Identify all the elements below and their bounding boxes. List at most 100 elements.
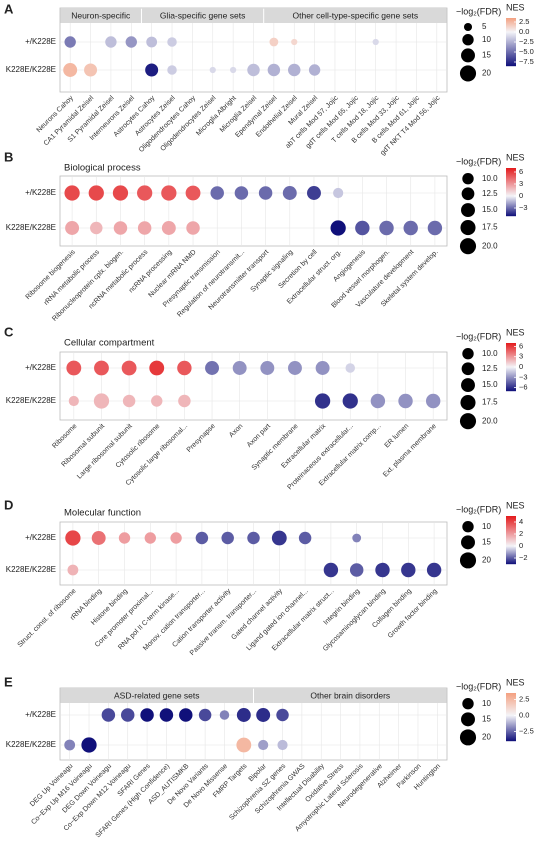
colorbar-segment (506, 518, 516, 520)
colorbar-segment (506, 181, 516, 183)
colorbar-segment (506, 731, 516, 733)
colorbar-segment (506, 551, 516, 553)
colorbar-label: −6 (519, 383, 528, 392)
size-legend-label: 15 (482, 51, 491, 60)
colorbar-segment (506, 696, 516, 698)
colorbar-segment (506, 361, 516, 363)
colorbar-segment (506, 520, 516, 522)
size-legend-label: 10 (482, 522, 491, 531)
colorbar-segment (506, 172, 516, 174)
colorbar-segment (506, 346, 516, 348)
colorbar-segment (506, 709, 516, 711)
colorbar-segment (506, 42, 516, 44)
panel-label: E (4, 674, 13, 689)
colorbar-segment (506, 694, 516, 696)
colorbar-segment (506, 721, 516, 723)
group-label: ASD-related gene sets (114, 690, 200, 700)
colorbar-segment (506, 347, 516, 349)
colorbar-segment (506, 359, 516, 361)
size-legend-dot (461, 48, 475, 63)
colorbar-segment (506, 189, 516, 191)
size-legend-label: 10.0 (482, 174, 498, 183)
colorbar-segment (506, 738, 516, 740)
x-tick-label: Presynapse (186, 423, 217, 454)
colorbar-segment (506, 693, 516, 695)
colorbar-segment (506, 45, 516, 47)
size-legend-dot (459, 413, 477, 430)
colorbar-segment (506, 208, 516, 210)
colorbar-segment (506, 538, 516, 540)
colorbar-segment (506, 699, 516, 701)
dot (221, 531, 234, 545)
colorbar-segment (506, 531, 516, 533)
colorbar-segment (506, 362, 516, 364)
x-tick-label: Nuclear mRNA NMD (147, 249, 197, 299)
colorbar-segment (506, 353, 516, 355)
size-legend-label: 20 (482, 555, 491, 564)
colorbar-segment (506, 213, 516, 215)
size-legend-label: 20 (482, 732, 491, 741)
colorbar-segment (506, 695, 516, 697)
colorbar-segment (506, 710, 516, 712)
dot (314, 393, 331, 409)
x-tick-label: Gated channel activity (230, 587, 284, 641)
colorbar-segment (506, 343, 516, 345)
colorbar-segment (506, 562, 516, 564)
colorbar-label: 2.5 (519, 17, 529, 26)
colorbar-segment (506, 381, 516, 383)
plot-area (59, 351, 448, 421)
colorbar-segment (506, 39, 516, 41)
colorbar-segment (506, 526, 516, 528)
colorbar-segment (506, 182, 516, 184)
x-tick-label: Axon (228, 423, 244, 439)
x-tick-label: Extracellular matrix comp... (318, 423, 383, 488)
colorbar-segment (506, 517, 516, 519)
colorbar-segment (506, 18, 516, 20)
colorbar-segment (506, 367, 516, 369)
colorbar-segment (506, 375, 516, 377)
colorbar-segment (506, 543, 516, 545)
dot (167, 65, 177, 75)
panel-title: Biological process (64, 163, 141, 174)
colorbar-segment (506, 536, 516, 538)
colorbar-segment (506, 549, 516, 551)
colorbar-segment (506, 716, 516, 718)
dot (68, 395, 79, 407)
x-tick-label: Microglia Zeisel (219, 94, 259, 134)
dot (379, 220, 394, 236)
dot (345, 363, 356, 373)
dot (333, 187, 344, 199)
colorbar-segment (506, 60, 516, 62)
colorbar-segment (506, 544, 516, 546)
colorbar-segment (506, 179, 516, 181)
dot (267, 63, 281, 77)
colorbar-segment (506, 733, 516, 735)
dot (234, 186, 249, 200)
dot (370, 393, 386, 409)
colorbar-segment (506, 541, 516, 543)
size-legend-dot (463, 23, 473, 32)
size-legend-label: 12.5 (482, 364, 498, 373)
colorbar-segment (506, 175, 516, 177)
x-tick-label: ncRNA processing (128, 249, 174, 295)
colorbar-segment (506, 49, 516, 51)
colorbar-segment (506, 180, 516, 182)
row-label: +/K228E (25, 37, 56, 46)
x-tick-label: FMRP Targets (212, 762, 249, 799)
colorbar-segment (506, 388, 516, 390)
colorbar-segment (506, 540, 516, 542)
size-legend-label: 15 (482, 537, 491, 546)
group-label: Neuron-specific (71, 10, 131, 20)
dot (298, 531, 312, 545)
dot (161, 221, 176, 235)
colorbar-segment (506, 203, 516, 205)
colorbar-segment (506, 724, 516, 726)
colorbar-segment (506, 553, 516, 555)
colorbar-segment (506, 211, 516, 213)
x-tick-label: Axon part (246, 423, 272, 449)
colorbar-segment (506, 697, 516, 699)
dot (282, 186, 297, 200)
colorbar-segment (506, 29, 516, 31)
colorbar-segment (506, 43, 516, 45)
panel-label: D (4, 497, 13, 512)
